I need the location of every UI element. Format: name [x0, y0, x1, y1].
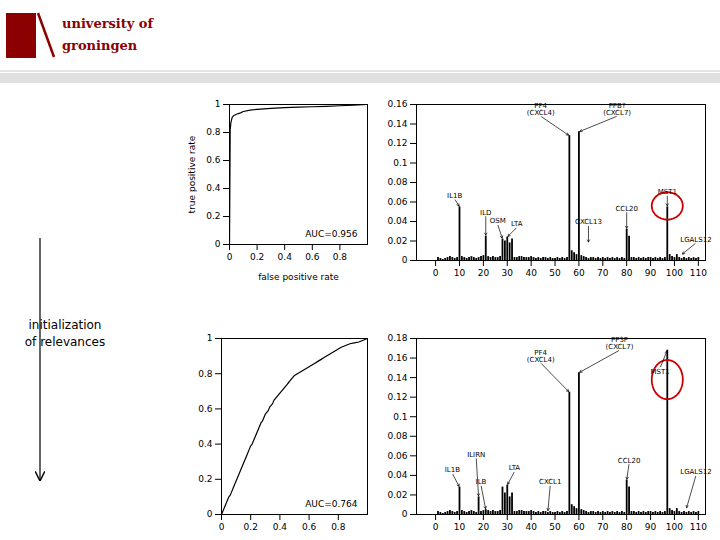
svg-text:80: 80 [621, 522, 633, 532]
html-text:groningen: groningen [62, 38, 138, 53]
svg-text:CCL20: CCL20 [615, 205, 638, 213]
svg-text:LTA: LTA [511, 220, 523, 228]
svg-text:30: 30 [502, 268, 514, 278]
svg-text:0.8: 0.8 [206, 127, 221, 137]
svg-text:20: 20 [478, 522, 490, 532]
svg-text:20: 20 [478, 268, 490, 278]
svg-text:PPB?(CXCL7): PPB?(CXCL7) [603, 102, 631, 117]
svg-text:0.8: 0.8 [333, 252, 348, 262]
svg-text:LGALS12: LGALS12 [680, 468, 711, 476]
svg-text:PF4(CXCL4): PF4(CXCL4) [527, 349, 555, 364]
svg-text:0.14: 0.14 [387, 372, 407, 382]
svg-text:AUC=0.956: AUC=0.956 [305, 229, 358, 239]
svg-text:LTA: LTA [509, 464, 521, 472]
html-text:university of: university of [62, 16, 154, 31]
svg-text:110: 110 [690, 522, 707, 532]
svg-text:80: 80 [621, 268, 633, 278]
svg-text:30: 30 [502, 522, 514, 532]
svg-text:50: 50 [549, 522, 561, 532]
svg-text:0.8: 0.8 [331, 522, 346, 532]
svg-text:90: 90 [645, 268, 657, 278]
svg-text:OSM: OSM [490, 217, 506, 225]
svg-text:0.2: 0.2 [244, 522, 258, 532]
svg-text:0.02: 0.02 [387, 236, 407, 246]
svg-text:0.1: 0.1 [393, 158, 407, 168]
svg-text:ILB: ILB [476, 478, 487, 486]
svg-text:0.4: 0.4 [273, 522, 288, 532]
svg-text:0.12: 0.12 [387, 138, 407, 148]
svg-text:0.04: 0.04 [387, 216, 407, 226]
svg-text:0.06: 0.06 [387, 197, 407, 207]
svg-text:0.2: 0.2 [250, 252, 264, 262]
svg-text:true positive rate: true positive rate [187, 135, 197, 213]
svg-text:0.6: 0.6 [305, 252, 320, 262]
svg-text:40: 40 [525, 268, 537, 278]
svg-text:MST1: MST1 [658, 188, 677, 196]
svg-text:0.16: 0.16 [387, 99, 407, 109]
svg-text:0: 0 [433, 268, 439, 278]
svg-text:0.6: 0.6 [206, 155, 221, 165]
svg-text:10: 10 [454, 522, 466, 532]
svg-text:CCL20: CCL20 [618, 457, 641, 465]
svg-text:0.06: 0.06 [387, 451, 407, 461]
svg-text:0.14: 0.14 [387, 119, 407, 129]
svg-text:50: 50 [549, 268, 561, 278]
svg-text:LGALS12: LGALS12 [680, 236, 711, 244]
svg-text:CXCL13: CXCL13 [575, 218, 602, 226]
html-text:of relevances: of relevances [24, 335, 106, 349]
html-text:initialization: initialization [28, 318, 102, 332]
svg-text:0: 0 [227, 252, 233, 262]
svg-text:1: 1 [215, 99, 221, 109]
svg-text:PP3P(CXCL7): PP3P(CXCL7) [606, 336, 634, 351]
svg-text:0: 0 [402, 509, 408, 519]
svg-text:0.6: 0.6 [302, 522, 317, 532]
svg-text:70: 70 [597, 268, 609, 278]
svg-text:100: 100 [666, 522, 683, 532]
svg-text:10: 10 [454, 268, 466, 278]
svg-text:false positive rate: false positive rate [258, 272, 339, 282]
svg-text:ILD: ILD [480, 209, 491, 217]
svg-text:0.12: 0.12 [387, 392, 407, 402]
svg-text:0.2: 0.2 [198, 474, 212, 484]
svg-text:0.4: 0.4 [278, 252, 293, 262]
svg-text:70: 70 [597, 522, 609, 532]
svg-text:90: 90 [645, 522, 657, 532]
svg-text:60: 60 [573, 522, 585, 532]
svg-text:0.8: 0.8 [198, 369, 213, 379]
svg-text:AUC=0.764: AUC=0.764 [305, 499, 358, 509]
svg-text:0.02: 0.02 [387, 490, 407, 500]
svg-text:0.16: 0.16 [387, 353, 407, 363]
svg-text:40: 40 [525, 522, 537, 532]
svg-text:IL1B: IL1B [445, 466, 460, 474]
svg-text:1: 1 [207, 333, 213, 343]
svg-text:100: 100 [666, 268, 683, 278]
svg-text:0: 0 [215, 239, 221, 249]
svg-text:IL1B: IL1B [447, 192, 462, 200]
svg-text:0.08: 0.08 [387, 431, 407, 441]
svg-text:PF4(CXCL4): PF4(CXCL4) [527, 102, 555, 117]
svg-text:0: 0 [207, 509, 213, 519]
svg-text:60: 60 [573, 268, 585, 278]
svg-text:0.6: 0.6 [198, 404, 213, 414]
svg-text:0: 0 [219, 522, 225, 532]
svg-text:CXCL1: CXCL1 [539, 478, 561, 486]
svg-text:0: 0 [433, 522, 439, 532]
svg-text:MST1: MST1 [651, 368, 670, 376]
svg-text:0.4: 0.4 [206, 183, 221, 193]
svg-text:ILIRN: ILIRN [467, 451, 485, 459]
svg-text:0.08: 0.08 [387, 177, 407, 187]
svg-text:0: 0 [402, 255, 408, 265]
svg-text:0.1: 0.1 [393, 412, 407, 422]
svg-text:0.2: 0.2 [206, 211, 220, 221]
svg-text:0.04: 0.04 [387, 470, 407, 480]
svg-text:110: 110 [690, 268, 707, 278]
svg-text:0.18: 0.18 [387, 333, 407, 343]
svg-text:0.4: 0.4 [198, 439, 213, 449]
